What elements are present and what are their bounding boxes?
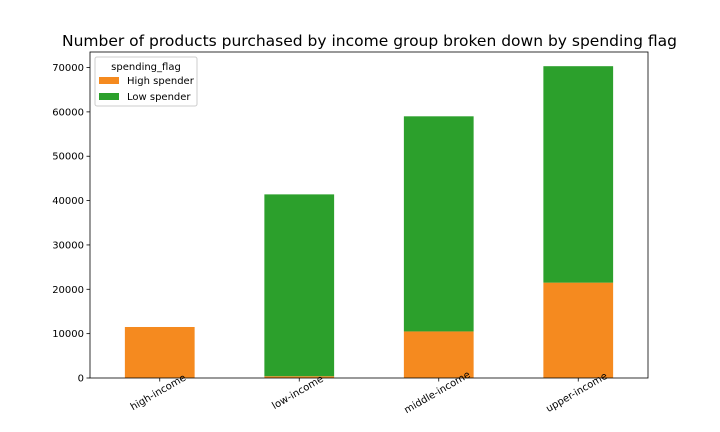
plot-frame: [89, 51, 649, 379]
y-axis: 0 10000 20000 30000 40000 50000 60000 70000: [52, 63, 90, 385]
y-tick-label: 70000: [52, 63, 84, 74]
bar-upper-income-high-spender: [543, 282, 614, 378]
bar-upper-income-low-spender: [543, 66, 614, 283]
legend-swatch-low-spender: [99, 93, 119, 100]
bar-high-income-high-spender: [124, 326, 195, 378]
x-tick-label-high-income: high-income: [129, 373, 188, 414]
legend: spending_flag High spender Low spender: [94, 56, 198, 107]
y-tick-label: 10000: [52, 329, 84, 340]
y-tick-label: 50000: [52, 152, 84, 163]
y-tick-label: 40000: [52, 196, 84, 207]
legend-title: spending_flag: [111, 62, 181, 73]
bar-low-income-low-spender: [264, 194, 335, 377]
y-tick-label: 20000: [52, 285, 84, 296]
chart-title: Number of products purchased by income g…: [62, 32, 677, 50]
legend-label-high-spender: High spender: [127, 76, 195, 87]
bar-low-income-high-spender: [264, 376, 335, 378]
legend-box: [94, 56, 198, 107]
legend-swatch-high-spender: [99, 77, 119, 84]
x-tick-label-low-income: low-income: [270, 374, 325, 412]
y-tick-label: 30000: [52, 240, 84, 251]
bar-middle-income-low-spender: [403, 116, 474, 332]
legend-label-low-spender: Low spender: [127, 92, 191, 103]
bars-layer: [124, 66, 614, 378]
y-tick-label: 0: [78, 374, 84, 385]
bar-middle-income-high-spender: [403, 331, 474, 378]
y-tick-label: 60000: [52, 107, 84, 118]
